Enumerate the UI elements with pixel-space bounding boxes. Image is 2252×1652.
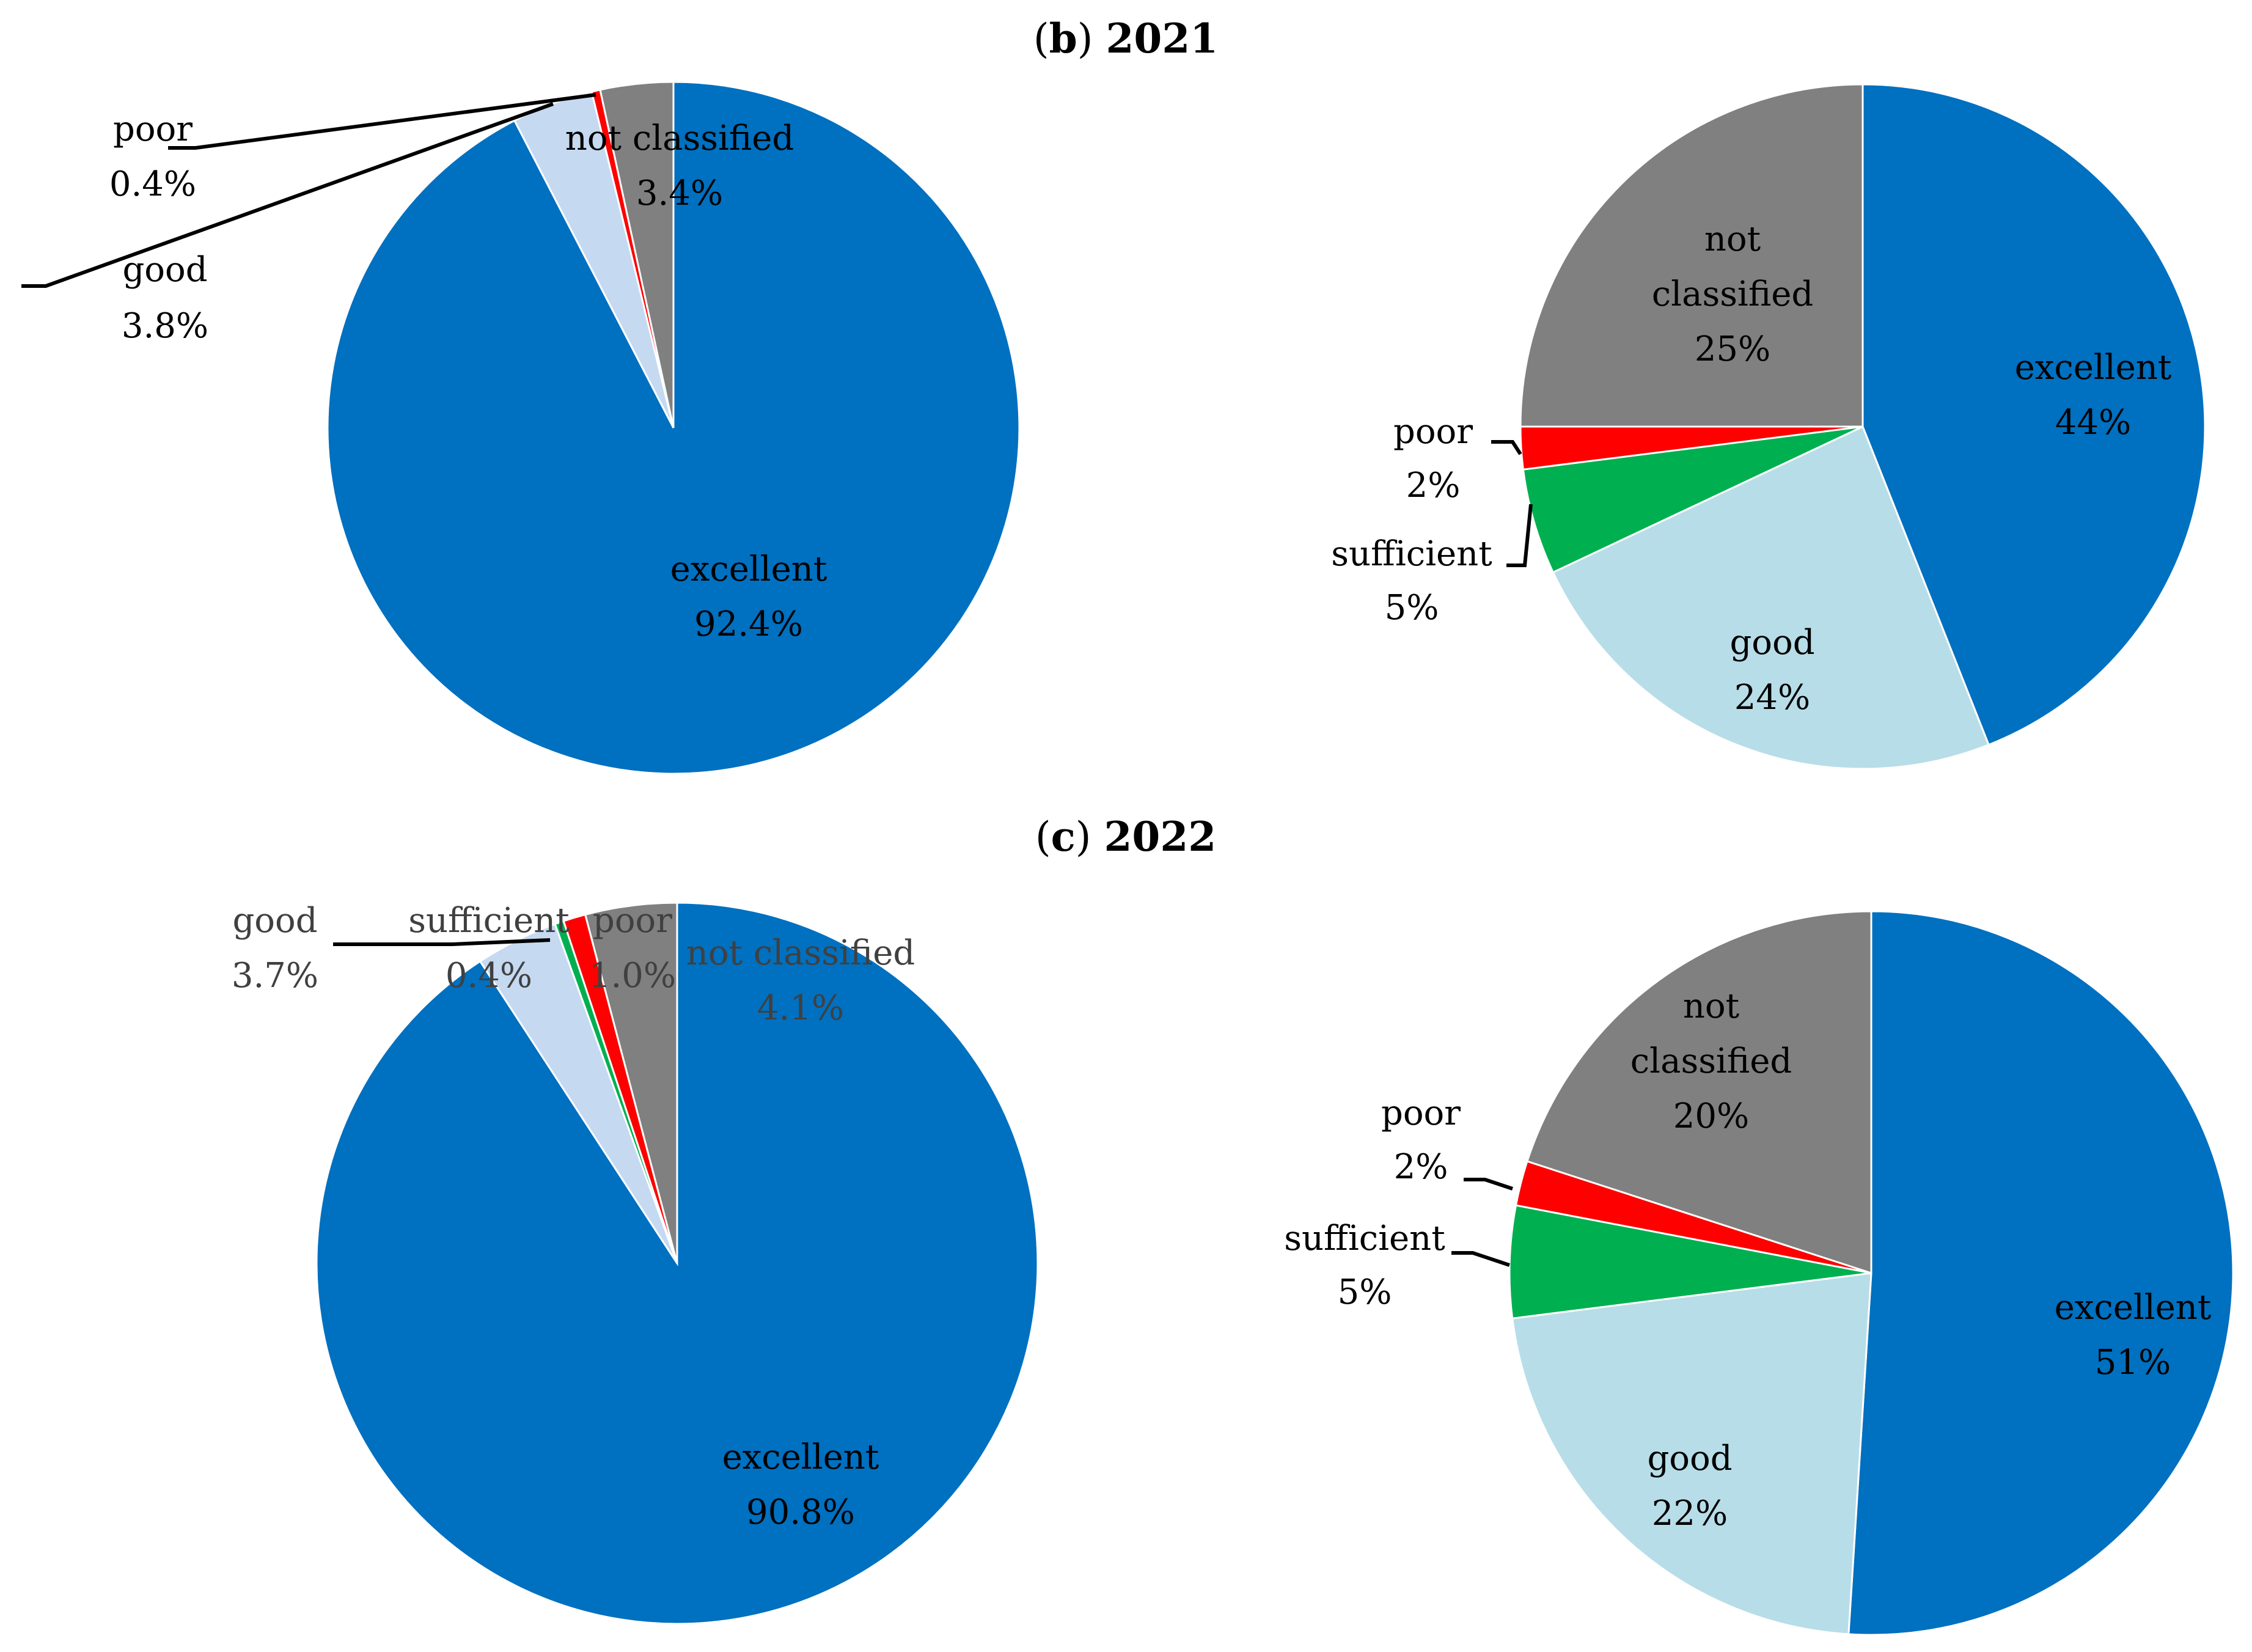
pie-2021-right xyxy=(1519,83,2206,770)
pie-slice-not-classified xyxy=(1526,910,1872,1275)
label-name-good-2022-left: good xyxy=(232,901,317,941)
label-value-excellent-2021-right: 44% xyxy=(2055,403,2131,442)
pie-2022-left xyxy=(315,901,1039,1625)
pie-slice-sufficient xyxy=(1508,1204,1872,1320)
label-value-not-classified-2021-right: 25% xyxy=(1695,329,1770,369)
panel-title-c-year: 2022 xyxy=(1104,813,1216,861)
pie-2021-left xyxy=(326,81,1021,775)
label-name-not-classified-2021-left: not classified xyxy=(565,119,794,158)
pie-slice-good xyxy=(1511,1272,1872,1635)
label-value-poor-2021-left: 0.4% xyxy=(109,164,196,204)
label-value-poor-2022-right: 2% xyxy=(1394,1147,1448,1187)
label-name-excellent-2021-right: excellent xyxy=(2015,348,2172,387)
pie-slice-good xyxy=(1552,425,1990,770)
label-name-not-classified-line2-2022-right: classified xyxy=(1630,1041,1792,1081)
label-value-excellent-2022-right: 51% xyxy=(2095,1343,2171,1382)
label-value-good-2021-right: 24% xyxy=(1734,678,1810,718)
label-value-sufficient-2022-left: 0.4% xyxy=(446,956,532,996)
label-name-poor-2021-left: poor xyxy=(113,109,193,149)
leader-line-sufficient-2021-right xyxy=(1506,504,1533,567)
panel-title-b-year: 2021 xyxy=(1106,15,1218,62)
pie-slice-excellent xyxy=(1847,910,2234,1636)
label-value-good-2021-left: 3.8% xyxy=(122,306,208,346)
leader-line-poor-2021-right xyxy=(1491,440,1522,455)
label-name-good-2021-left: good xyxy=(122,250,207,290)
label-value-not-classified-2022-left: 4.1% xyxy=(757,988,844,1028)
panel-title-c-letter: c xyxy=(1051,813,1076,861)
label-name-poor-2022-right: poor xyxy=(1381,1093,1461,1133)
label-name-sufficient-2021-right: sufficient xyxy=(1331,534,1492,574)
leader-line-good-2021-left xyxy=(21,102,554,288)
label-name-excellent-2021-left: excellent xyxy=(670,549,827,589)
pie-slice-excellent xyxy=(1861,83,2206,746)
label-name-good-2022-right: good xyxy=(1647,1439,1732,1478)
label-name-not-classified-2022-left: not classified xyxy=(686,933,915,973)
label-value-not-classified-2021-left: 3.4% xyxy=(636,174,723,213)
leader-line-good-2022-left xyxy=(333,938,551,946)
leader-lines xyxy=(21,93,1533,1267)
pie-slice-not-classified xyxy=(584,901,678,1264)
pie-slice-not-classified xyxy=(1519,83,1864,428)
pie-slice-not-classified xyxy=(599,81,675,428)
label-name-not-classified-line1-2022-right: not xyxy=(1683,986,1740,1026)
panel-title-b-letter: b xyxy=(1049,15,1077,62)
label-value-good-2022-left: 3.7% xyxy=(232,956,318,996)
panel-title-c: (c) 2022 xyxy=(1035,813,1216,861)
label-value-poor-2021-right: 2% xyxy=(1406,466,1461,505)
label-value-excellent-2022-left: 90.8% xyxy=(746,1492,855,1532)
label-value-poor-2022-left: 1.0% xyxy=(589,956,676,996)
label-value-sufficient-2022-right: 5% xyxy=(1338,1272,1392,1312)
label-name-sufficient-2022-left: sufficient xyxy=(408,901,570,941)
leader-line-poor-2022-right xyxy=(1464,1178,1513,1191)
label-name-not-classified-line2-2021-right: classified xyxy=(1652,274,1813,314)
label-value-excellent-2021-left: 92.4% xyxy=(694,604,803,644)
label-name-not-classified-line1-2021-right: not xyxy=(1704,219,1761,259)
label-value-sufficient-2021-right: 5% xyxy=(1385,588,1439,628)
panel-title-b: (b) 2021 xyxy=(1033,15,1218,62)
label-value-not-classified-2022-right: 20% xyxy=(1673,1096,1749,1136)
label-value-good-2022-right: 22% xyxy=(1652,1494,1728,1533)
pie-2022-right xyxy=(1508,910,2234,1636)
label-name-good-2021-right: good xyxy=(1729,623,1814,663)
leader-line-poor-2021-left xyxy=(168,93,596,150)
label-name-sufficient-2022-right: sufficient xyxy=(1284,1219,1445,1258)
label-name-excellent-2022-left: excellent xyxy=(722,1437,879,1477)
label-name-poor-2021-right: poor xyxy=(1393,412,1473,452)
pie-slice-sufficient xyxy=(1522,425,1863,574)
leader-line-sufficient-2022-right xyxy=(1451,1251,1510,1267)
label-name-poor-2022-left: poor xyxy=(593,901,672,941)
label-name-excellent-2022-right: excellent xyxy=(2055,1288,2212,1327)
